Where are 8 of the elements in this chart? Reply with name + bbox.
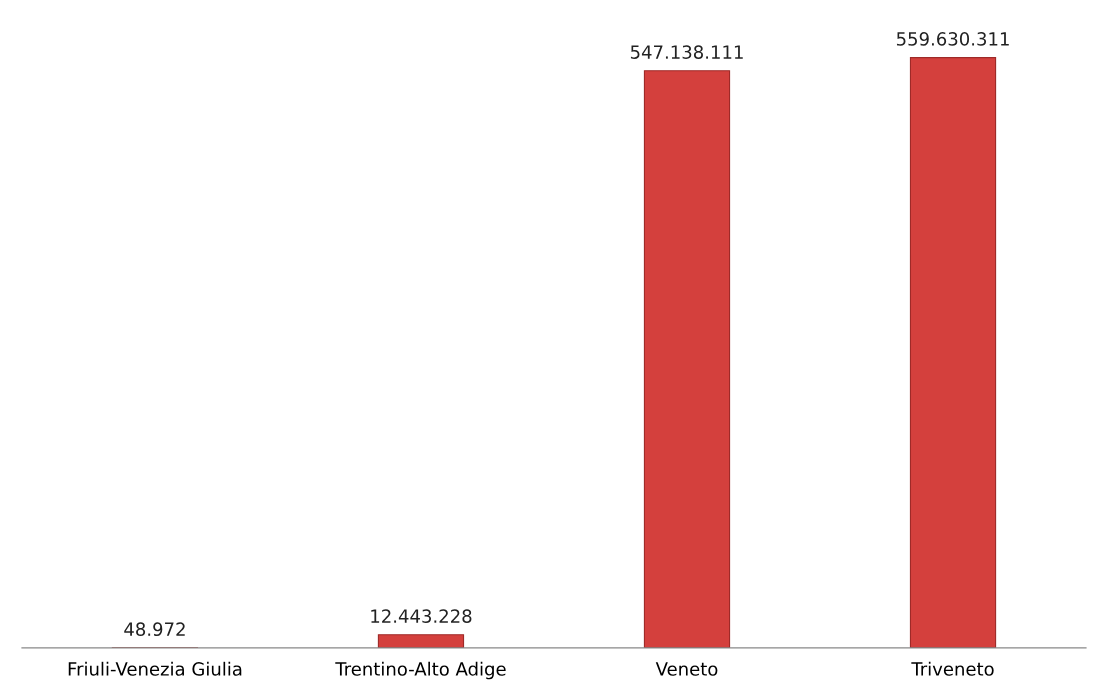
- data-label: 48.972: [124, 622, 185, 637]
- x-tick-label: Triveneto: [911, 661, 994, 676]
- x-tick-label: Friuli-Venezia Giulia: [68, 661, 242, 676]
- x-tick-label: Trentino-Alto Adige: [335, 661, 506, 680]
- data-label: 559.630.311: [896, 32, 1009, 46]
- data-label: 12.443.228: [371, 609, 472, 623]
- data-label: 547.138.111: [630, 45, 743, 59]
- x-tick-label: Veneto: [655, 662, 718, 676]
